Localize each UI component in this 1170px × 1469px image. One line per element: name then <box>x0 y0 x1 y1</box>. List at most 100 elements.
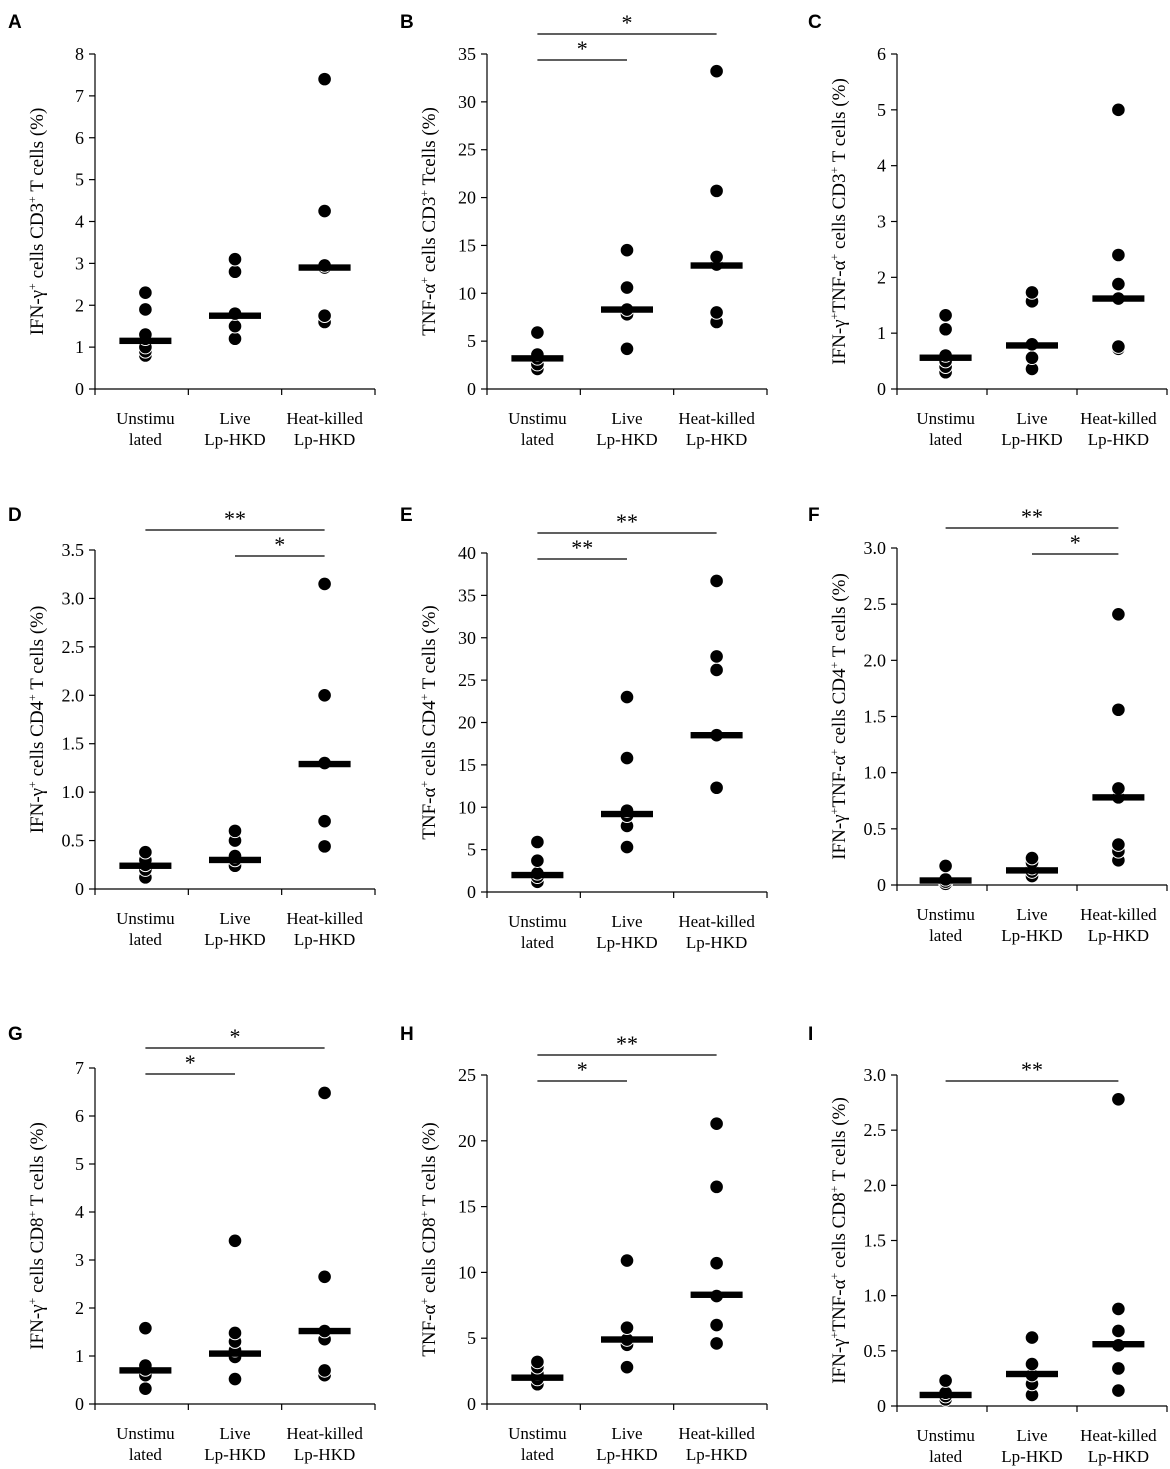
y-tick-label: 3 <box>877 212 886 232</box>
category-label: Live <box>611 409 642 428</box>
data-point <box>227 823 243 839</box>
y-tick-label: 6 <box>75 1106 84 1126</box>
y-tick-label: 0.5 <box>864 1341 887 1361</box>
category-label: lated <box>929 430 963 449</box>
y-tick-label: 0.5 <box>62 831 85 851</box>
y-tick-label: 10 <box>458 283 476 303</box>
category-label: Lp-HKD <box>294 1445 355 1464</box>
category-label: Heat-killed <box>678 409 755 428</box>
data-point <box>938 1373 953 1388</box>
data-point <box>709 573 724 589</box>
category-label: Heat-killed <box>1080 1426 1157 1445</box>
median-bar <box>1006 1370 1058 1378</box>
category-label: Heat-killed <box>286 409 363 428</box>
y-tick-label: 0 <box>75 379 84 399</box>
data-point <box>1111 247 1126 263</box>
median-bar <box>1006 867 1058 874</box>
category-label: Live <box>219 409 250 428</box>
y-axis-label: IFN-γ+ cells CD8+ T cells (%) <box>25 1122 48 1350</box>
data-point <box>619 1320 635 1335</box>
y-tick-label: 4 <box>75 212 84 232</box>
median-bar <box>511 1374 564 1381</box>
y-tick-label: 6 <box>877 44 886 64</box>
data-point <box>938 321 953 337</box>
category-label: Unstimu <box>508 1424 567 1443</box>
data-point <box>227 1371 243 1387</box>
median-bar <box>1092 295 1145 302</box>
median-bar <box>601 810 653 818</box>
data-point <box>709 1116 724 1131</box>
significance-label: * <box>185 1050 196 1075</box>
data-point <box>1111 781 1126 796</box>
y-tick-label: 7 <box>75 86 84 106</box>
significance-label: * <box>274 532 285 557</box>
y-axis-label: IFN-γ+TNF-α+ cells CD4+ T cells (%) <box>827 573 850 860</box>
category-label: lated <box>129 430 163 449</box>
panel-letter: I <box>808 1024 813 1045</box>
data-point <box>619 1253 635 1268</box>
panel-i: I 0 0.5 1.0 1.5 2.0 2.5 3.0 Unstimu lated Live Lp-H… <box>808 1024 1168 1466</box>
y-tick-label: 0 <box>877 379 886 399</box>
y-tick-label: 20 <box>458 713 476 733</box>
median-bar <box>1006 342 1058 349</box>
y-tick-label: 30 <box>458 628 476 648</box>
y-tick-label: 1 <box>877 323 886 343</box>
category-label: Live <box>1016 409 1047 428</box>
panel-d: D 0 0.5 1.0 1.5 2.0 2.5 3.0 3.5 Unstimu lated Live L… <box>8 505 376 949</box>
category-label: Lp-HKD <box>686 430 747 449</box>
data-point <box>619 1359 635 1375</box>
data-point <box>227 1233 243 1249</box>
data-point <box>317 203 332 219</box>
y-axis-label: TNF-α+ cells CD8+ T cells (%) <box>417 1122 440 1356</box>
category-label: Lp-HKD <box>596 933 657 952</box>
y-tick-label: 5 <box>75 170 84 190</box>
category-label: Heat-killed <box>286 1424 363 1443</box>
y-tick-label: 2.5 <box>62 637 85 657</box>
data-point <box>619 280 635 295</box>
y-tick-label: 5 <box>467 1328 476 1348</box>
panel-letter: B <box>400 12 414 33</box>
significance-label: * <box>1070 530 1081 555</box>
category-label: Live <box>611 1424 642 1443</box>
y-tick-label: 3.0 <box>62 588 85 608</box>
y-tick-label: 2.0 <box>62 685 85 705</box>
data-point <box>530 853 545 868</box>
data-point <box>317 1363 332 1378</box>
y-tick-label: 5 <box>467 840 476 860</box>
y-tick-label: 25 <box>458 1065 476 1085</box>
y-axis-label: IFN-γ+ cells CD4+ T cells (%) <box>25 606 48 834</box>
data-point <box>619 341 635 357</box>
median-bar <box>690 1291 743 1298</box>
category-label: Lp-HKD <box>294 930 355 949</box>
data-point <box>317 308 332 324</box>
category-label: Unstimu <box>116 409 175 428</box>
panel-f: F 0 0.5 1.0 1.5 2.0 2.5 3.0 Unstimu lated Live Lp-H… <box>808 504 1168 945</box>
data-point <box>709 1255 724 1271</box>
y-tick-label: 7 <box>75 1058 84 1078</box>
category-label: Heat-killed <box>286 909 363 928</box>
data-point <box>138 844 153 860</box>
y-tick-label: 1.0 <box>864 763 887 783</box>
data-point <box>317 1269 332 1285</box>
data-point <box>1111 702 1126 718</box>
panel-letter: D <box>8 505 22 526</box>
data-point <box>1024 1330 1040 1345</box>
y-tick-label: 2 <box>75 295 84 315</box>
y-tick-label: 5 <box>75 1154 84 1174</box>
category-label: lated <box>129 930 163 949</box>
y-axis-label: TNF-α+ cells CD3+ Tcells (%) <box>417 107 440 336</box>
category-label: Heat-killed <box>678 912 755 931</box>
category-label: Lp-HKD <box>1088 430 1149 449</box>
data-point <box>1111 339 1126 354</box>
y-tick-label: 1.5 <box>62 734 85 754</box>
y-tick-label: 25 <box>458 140 476 160</box>
category-label: Lp-HKD <box>294 430 355 449</box>
y-tick-label: 15 <box>458 1197 476 1217</box>
panel-g: G 0 1 2 3 4 5 6 7 Unstimu lated Live Lp-HKD Heat-kill… <box>8 1024 376 1464</box>
y-tick-label: 15 <box>458 235 476 255</box>
data-point <box>1111 837 1126 852</box>
data-point <box>709 1336 724 1351</box>
data-point <box>1024 850 1040 866</box>
y-tick-label: 2 <box>877 267 886 287</box>
